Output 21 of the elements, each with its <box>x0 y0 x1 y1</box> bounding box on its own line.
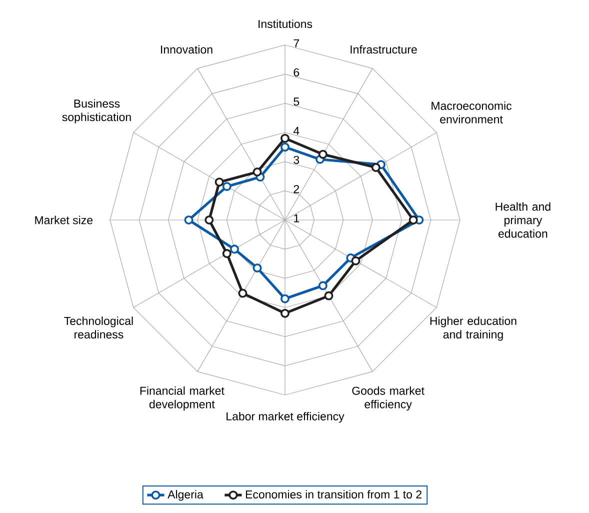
spoke-label: Financial market development <box>140 386 224 411</box>
legend-label: Algeria <box>168 490 204 501</box>
y-tick-label: 1 <box>294 214 300 222</box>
legend-label: Economies in transition from 1 to 2 <box>246 490 422 499</box>
spoke-label: Innovation <box>161 45 212 54</box>
y-tick-label: 5 <box>294 98 300 106</box>
spoke-label: Business sophistication <box>62 99 131 124</box>
spoke-label: Infrastructure <box>350 45 417 54</box>
spoke-label: Health and primary education <box>496 202 550 238</box>
y-tick-label: 7 <box>294 39 300 48</box>
y-tick-label: 2 <box>294 185 300 194</box>
spoke-label: Labor market efficiency <box>226 412 344 423</box>
y-tick-label: 6 <box>294 68 300 76</box>
y-tick-label: 4 <box>293 126 300 135</box>
y-tick-label: 3 <box>294 156 300 164</box>
spoke-label: Macroeconomic environment <box>432 101 512 124</box>
spoke-label: Technological readiness <box>64 316 133 339</box>
spoke-label: Market size <box>35 216 93 224</box>
spoke-label: Institutions <box>258 20 312 28</box>
spoke-label: Goods market efficiency <box>352 386 424 411</box>
spoke-label: Higher education and training <box>430 316 516 341</box>
